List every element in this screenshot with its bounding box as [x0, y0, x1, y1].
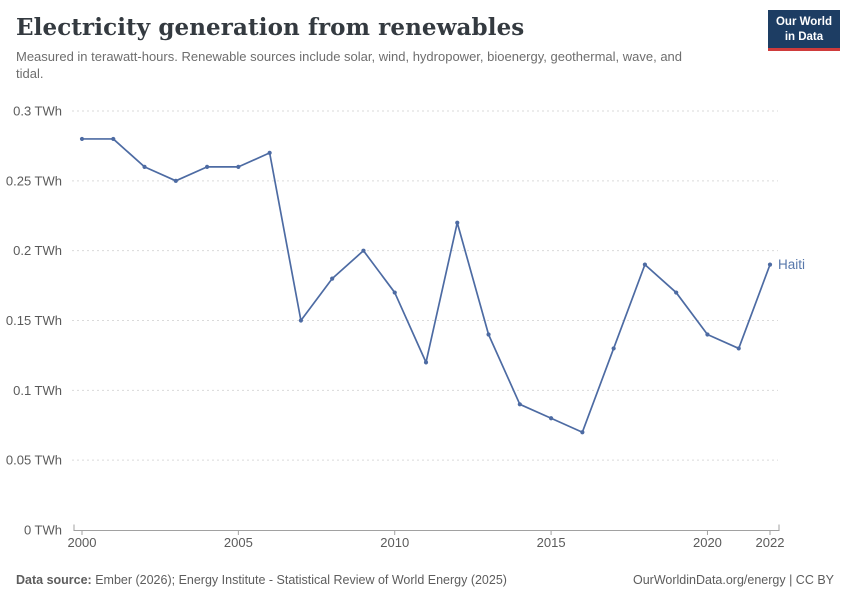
data-point[interactable] [423, 360, 429, 365]
owid-logo-line1: Our World [775, 16, 832, 28]
owid-logo-line2: in Data [784, 30, 824, 43]
x-tick-label: 2020 [693, 535, 722, 550]
data-point[interactable] [580, 430, 585, 435]
y-tick-label: 0.2 TWh [13, 243, 62, 258]
y-tick-label: 0.05 TWh [6, 453, 62, 468]
data-line-haiti[interactable] [81, 138, 771, 434]
x-tick-label: 2022 [756, 535, 785, 550]
data-point[interactable] [79, 136, 85, 142]
data-point[interactable] [111, 136, 116, 142]
x-tick-label: 2010 [380, 535, 409, 550]
chart-subtitle: Measured in terawatt-hours. Renewable so… [16, 49, 683, 82]
data-point[interactable] [674, 290, 679, 295]
data-point[interactable] [767, 262, 773, 267]
data-point[interactable] [236, 164, 241, 169]
y-tick-label: 0.25 TWh [6, 173, 62, 188]
data-source: Data source: Ember (2026); Energy Instit… [16, 573, 507, 587]
data-point[interactable] [298, 318, 304, 323]
data-point[interactable] [455, 220, 460, 225]
data-point[interactable] [548, 416, 554, 421]
data-point[interactable] [642, 262, 648, 267]
data-point[interactable] [392, 290, 397, 295]
y-tick-label: 0.3 TWh [13, 104, 62, 119]
data-point[interactable] [361, 248, 366, 253]
data-point[interactable] [611, 346, 616, 351]
y-tick-label: 0.15 TWh [6, 313, 62, 328]
x-axis-line [73, 524, 780, 531]
data-source-text: Ember (2026); Energy Institute - Statist… [95, 573, 507, 587]
data-point[interactable] [486, 332, 491, 337]
data-point[interactable] [142, 164, 147, 169]
data-point[interactable] [517, 402, 522, 407]
data-point[interactable] [736, 346, 741, 351]
x-tick-label: 2000 [68, 535, 97, 550]
credit-link[interactable]: OurWorldinData.org/energy | CC BY [632, 573, 834, 587]
owid-logo[interactable]: Our World in Data [767, 10, 840, 52]
data-point[interactable] [330, 276, 335, 281]
data-point[interactable] [705, 332, 710, 337]
chart-footer: Data source: Ember (2026); Energy Instit… [16, 573, 834, 587]
data-point[interactable] [204, 164, 210, 169]
y-tick-label: 0.1 TWh [13, 383, 62, 398]
data-point[interactable] [173, 178, 178, 183]
chart-header: Electricity generation from renewables M… [16, 14, 760, 82]
y-tick-label: 0 TWh [24, 523, 62, 538]
x-tick-label: 2015 [537, 535, 566, 550]
x-tick-label: 2005 [224, 535, 253, 550]
data-point[interactable] [267, 150, 272, 155]
page-title: Electricity generation from renewables [16, 14, 525, 41]
data-source-label: Data source: [16, 573, 96, 587]
series-label-haiti[interactable]: Haiti [778, 257, 805, 272]
